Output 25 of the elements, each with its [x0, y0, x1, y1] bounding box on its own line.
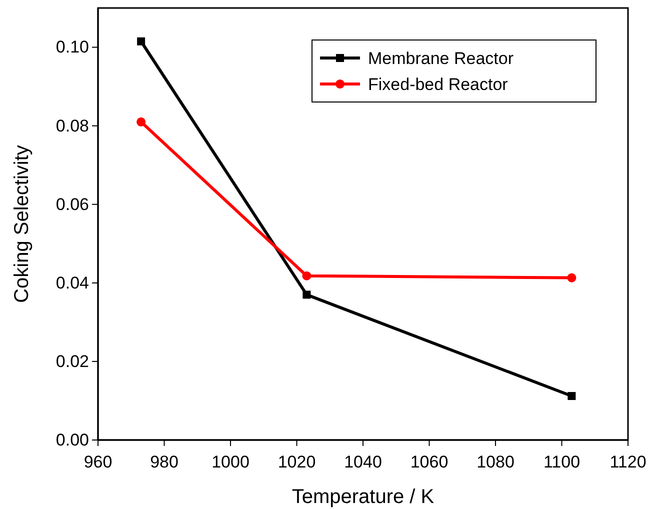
y-tick-label: 0.08	[56, 116, 89, 136]
x-tick-label: 1100	[543, 452, 580, 472]
y-tick-label: 0.10	[56, 38, 89, 57]
x-tick-label: 1020	[278, 452, 316, 472]
y-tick-label: 0.02	[56, 352, 89, 371]
y-tick-label: 0.04	[56, 273, 89, 292]
point	[302, 271, 312, 280]
y-tick-label: 0.00	[56, 430, 89, 450]
x-tick-label: 980	[150, 452, 178, 472]
x-tick-label: 1060	[410, 452, 448, 472]
x-axis-title: Temperature / K	[292, 486, 435, 508]
x-tick-label: 1000	[212, 452, 250, 472]
y-tick-label: 0.06	[56, 194, 89, 214]
y-axis-title: Coking Selectivity	[11, 145, 33, 303]
point	[302, 290, 311, 299]
point	[567, 273, 576, 282]
x-tick-label: 1080	[476, 452, 514, 472]
point	[568, 392, 576, 400]
legend-label: Membrane Reactor	[368, 49, 514, 68]
legend-label: Fixed-bed Reactor	[368, 75, 508, 94]
point	[137, 37, 146, 46]
point	[136, 117, 146, 126]
x-tick-label: 960	[84, 452, 112, 472]
x-tick-label: 1120	[610, 452, 646, 472]
x-tick-label: 1040	[344, 452, 382, 472]
